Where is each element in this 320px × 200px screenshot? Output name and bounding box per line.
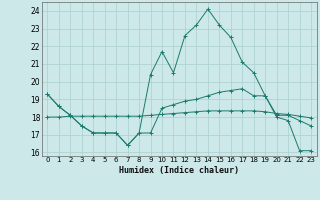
X-axis label: Humidex (Indice chaleur): Humidex (Indice chaleur) <box>119 166 239 175</box>
